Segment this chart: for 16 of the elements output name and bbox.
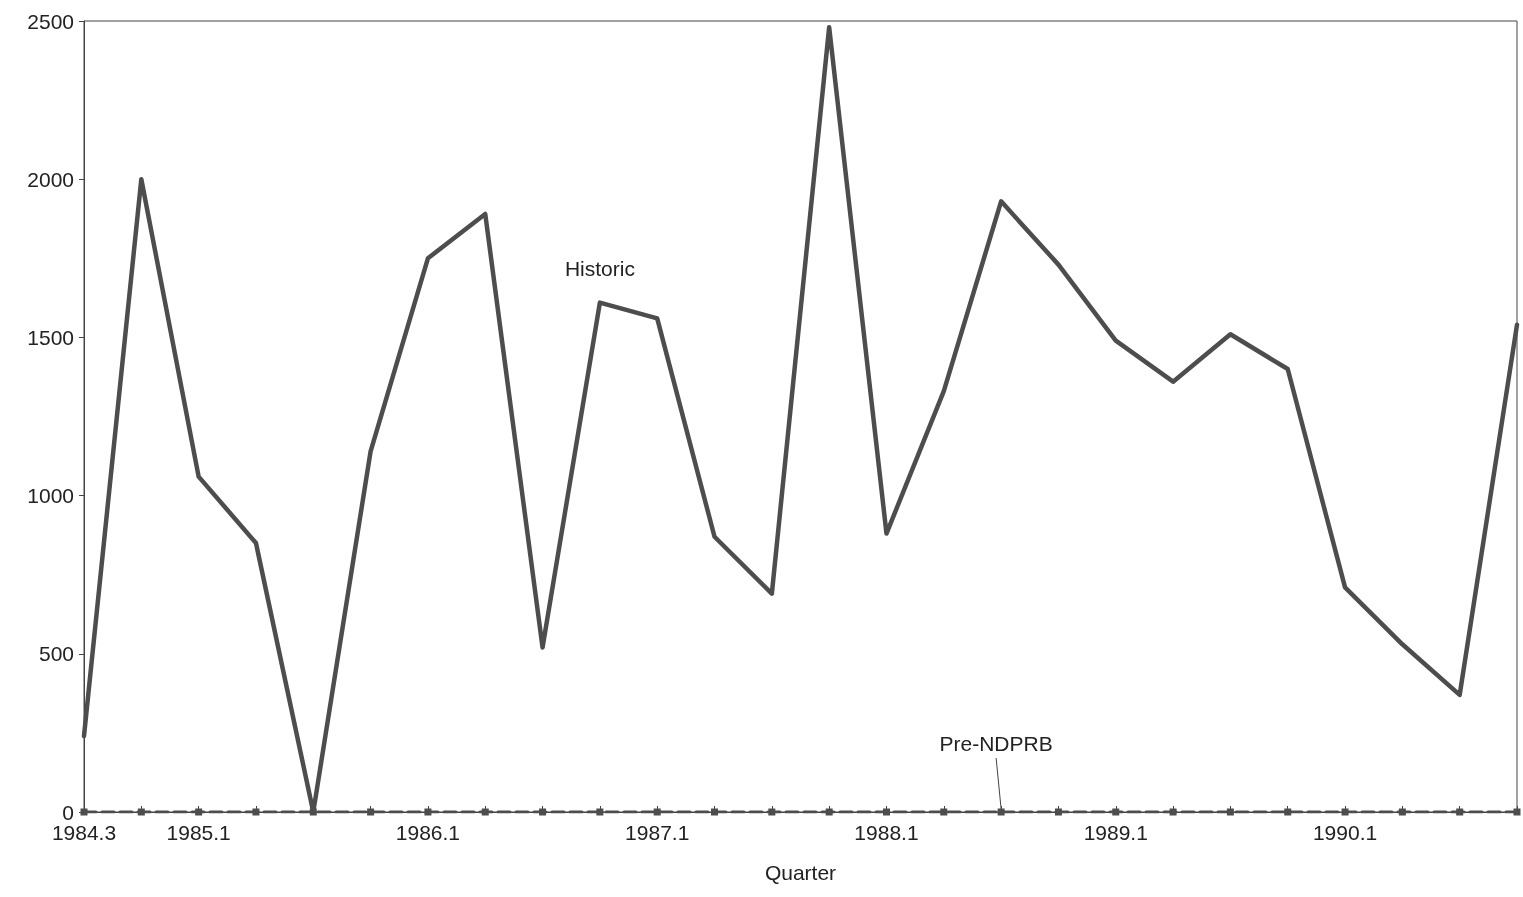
text: Pre-NDPRB bbox=[939, 732, 1053, 755]
x-tick-label: 1989.1 bbox=[1083, 821, 1148, 844]
y-tick-label: 0 bbox=[62, 800, 74, 824]
x-tick-label: 1985.1 bbox=[166, 821, 231, 844]
x-tick-label: 1990.1 bbox=[1312, 821, 1378, 844]
x-tick-label: 1984.3 bbox=[51, 821, 117, 844]
y-tick-label: 500 bbox=[38, 642, 74, 666]
y-tick-label: 2500 bbox=[27, 9, 74, 33]
y-tick-label: 1500 bbox=[27, 325, 74, 349]
x-tick-label: 1988.1 bbox=[854, 821, 919, 844]
x-tick-label: 1987.1 bbox=[625, 821, 690, 844]
y-tick-label: 2000 bbox=[27, 167, 74, 191]
x-tick-label: 1986.1 bbox=[395, 821, 461, 844]
y-tick-label: 1000 bbox=[27, 484, 74, 508]
series-label: Historic bbox=[564, 256, 635, 280]
x-axis-title: Quarter bbox=[764, 861, 837, 884]
